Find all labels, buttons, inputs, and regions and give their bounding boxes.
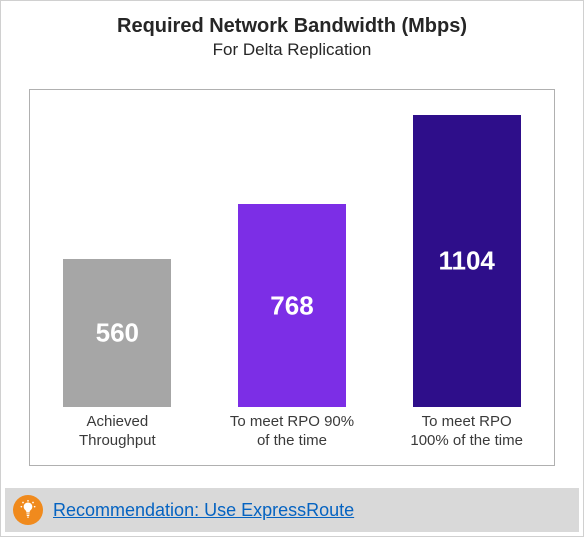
bar: 560 <box>63 259 171 407</box>
category-labels: AchievedThroughputTo meet RPO 90%of the … <box>30 407 554 465</box>
chart-title: Required Network Bandwidth (Mbps) <box>1 15 583 38</box>
bar-value-label: 768 <box>238 290 346 321</box>
bar-value-label: 1104 <box>413 246 521 277</box>
plot-area: 560 768 1104 <box>30 90 554 407</box>
title-block: Required Network Bandwidth (Mbps) For De… <box>1 1 583 60</box>
lightbulb-icon <box>13 495 43 525</box>
category-label: To meet RPO100% of the time <box>379 407 554 451</box>
bar: 768 <box>238 204 346 407</box>
recommendation-link[interactable]: Recommendation: Use ExpressRoute <box>53 500 354 521</box>
bandwidth-card: Required Network Bandwidth (Mbps) For De… <box>0 0 584 537</box>
bar: 1104 <box>413 115 521 407</box>
bar-value-label: 560 <box>63 318 171 349</box>
category-label: To meet RPO 90%of the time <box>205 407 380 451</box>
category-label: AchievedThroughput <box>30 407 205 451</box>
chart-subtitle: For Delta Replication <box>1 40 583 60</box>
recommendation-footer: Recommendation: Use ExpressRoute <box>5 488 579 532</box>
chart-area: 5607681104 AchievedThroughputTo meet RPO… <box>29 89 555 466</box>
